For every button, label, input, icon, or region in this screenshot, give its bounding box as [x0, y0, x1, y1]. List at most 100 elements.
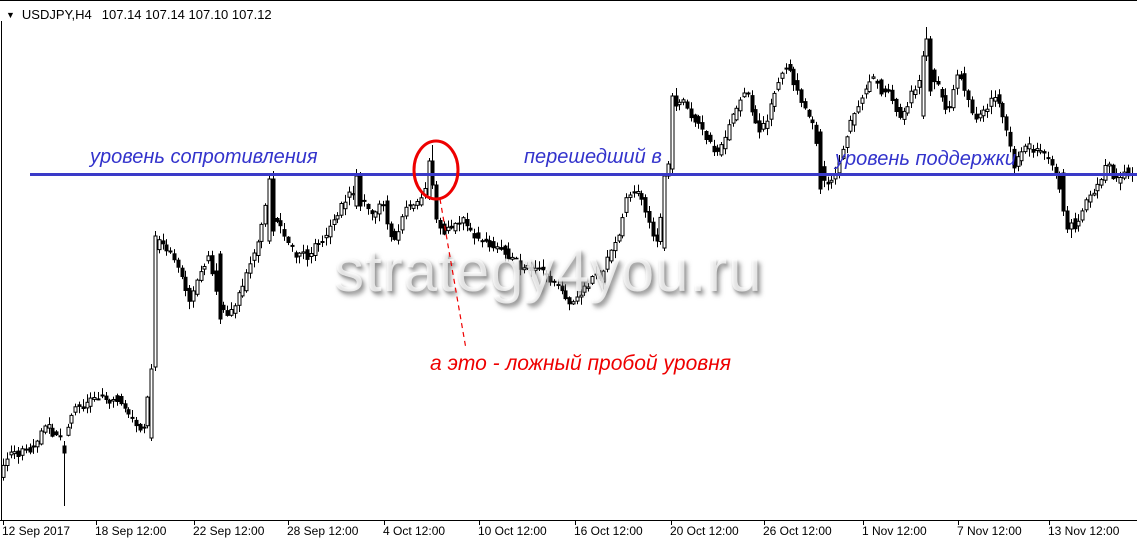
candle-body [1046, 157, 1051, 160]
candle-body [750, 95, 755, 113]
candle-body [1027, 143, 1032, 150]
candle-body [104, 395, 109, 401]
candle-body [1107, 163, 1112, 167]
candle-body [905, 106, 910, 114]
candle-body [1103, 165, 1108, 181]
candle-body [1050, 159, 1055, 166]
candle-body [753, 109, 758, 124]
candle-body [66, 426, 71, 436]
candle-body [715, 147, 720, 152]
candle-body [1118, 177, 1123, 184]
candle-body [449, 225, 454, 229]
candle-body [309, 253, 314, 257]
x-axis-label: 12 Sep 2017 [2, 524, 71, 538]
candle-body [685, 101, 690, 109]
candle-body [848, 119, 853, 132]
candle-body [248, 263, 253, 274]
candle-body [1095, 183, 1100, 192]
candle-body [20, 448, 25, 456]
candle-body [1114, 173, 1119, 179]
candle-body [305, 249, 310, 260]
candle-body [343, 201, 348, 210]
candle-body [529, 266, 534, 271]
candle-body [12, 451, 17, 455]
turned-into-label: перешедший в [524, 146, 662, 168]
watermark: strategy4you.ru [334, 237, 763, 304]
candle-body [947, 106, 952, 109]
chevron-down-icon[interactable]: ▼ [6, 9, 15, 20]
candle-body [214, 270, 219, 292]
candle-body [164, 244, 169, 252]
candle-body [924, 38, 929, 57]
candle-body [320, 241, 325, 243]
candle-body [290, 244, 295, 247]
candle-body [886, 89, 891, 92]
candle-body [662, 175, 667, 249]
candle-body [396, 231, 401, 241]
candle-body [199, 271, 204, 281]
candle-body [259, 223, 264, 242]
candle-body [476, 232, 481, 239]
candle-body [24, 448, 29, 451]
candle-body [50, 427, 55, 437]
candle-body [704, 131, 709, 140]
candle-body [1, 464, 6, 478]
candle-body [1061, 172, 1066, 212]
candle-body [100, 394, 105, 397]
candle-body [145, 396, 150, 427]
x-axis-label: 26 Oct 12:00 [763, 524, 832, 538]
candle-body [723, 136, 728, 150]
candle-body [636, 191, 641, 194]
candle-body [297, 252, 302, 257]
candle-body [47, 424, 52, 429]
candle-body [275, 218, 280, 222]
candle-body [126, 409, 131, 415]
candle-body [1080, 210, 1085, 221]
candle-body [590, 276, 595, 284]
candle-body [601, 270, 606, 283]
false-breakout-label: а это - ложный пробой уровня [430, 352, 731, 375]
ohlc-quote-values: 107.14 107.14 107.10 107.12 [101, 7, 272, 22]
candle-body [324, 234, 329, 239]
candle-body [278, 220, 283, 227]
candle-body [123, 403, 128, 409]
candle-body [225, 310, 230, 316]
candle-body [267, 178, 272, 242]
candle-body [415, 201, 420, 206]
candle-body [1065, 210, 1070, 230]
candle-body [966, 90, 971, 100]
candle-body [119, 396, 124, 405]
candle-body [807, 109, 812, 117]
candle-body [689, 108, 694, 119]
candle-body [898, 107, 903, 118]
candle-body [69, 414, 74, 424]
x-axis-label: 4 Oct 12:00 [383, 524, 446, 538]
candle-body [252, 252, 257, 261]
candle-body [928, 38, 933, 92]
candle-body [187, 287, 192, 302]
x-axis-label: 28 Sep 12:00 [287, 524, 359, 538]
candle-body [822, 166, 827, 181]
candle-body [81, 406, 86, 409]
candle-body [514, 257, 519, 260]
candle-body [560, 285, 565, 292]
candle-body [571, 301, 576, 305]
candle-body [548, 275, 553, 283]
candle-body [35, 440, 40, 448]
candle-body [818, 131, 823, 190]
candle-body [879, 79, 884, 95]
resistance-level-label: уровень сопротивления [90, 146, 318, 168]
candle-body [1076, 220, 1081, 227]
support-level-label: уровень поддержки [835, 148, 1017, 170]
candle-body [263, 204, 268, 225]
candle-body [1019, 151, 1024, 162]
candle-body [894, 98, 899, 113]
candle-body [518, 260, 523, 270]
candle-body [974, 113, 979, 120]
x-axis-label: 13 Nov 12:00 [1048, 524, 1120, 538]
candle-body [981, 109, 986, 117]
candle-body [841, 148, 846, 160]
candle-body [799, 89, 804, 103]
